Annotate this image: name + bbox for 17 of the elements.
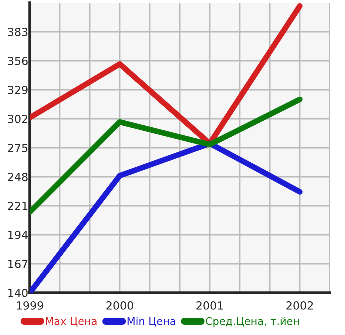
x-tick-label: 1999 [17, 302, 44, 310]
y-tick-label: 356 [8, 56, 28, 66]
y-tick-label: 140 [8, 288, 28, 298]
y-tick-label: 221 [8, 202, 28, 210]
legend-label: Сред.Цена, т.йен [206, 317, 300, 328]
y-tick-label: 275 [8, 144, 28, 152]
y-tick-label: 329 [8, 86, 28, 94]
x-tick-label: 2000 [106, 302, 134, 310]
y-tick-label: 383 [8, 28, 28, 36]
x-tick-label: 2002 [286, 302, 314, 310]
y-tick-label: 194 [8, 230, 28, 240]
legend-label: Max Цена [46, 318, 97, 327]
x-tick-label: 2001 [196, 302, 224, 310]
y-tick-label: 167 [8, 260, 28, 268]
y-tick-label: 302 [8, 114, 28, 124]
y-tick-label: 248 [8, 172, 28, 182]
legend-label: Min Цена [128, 317, 176, 327]
